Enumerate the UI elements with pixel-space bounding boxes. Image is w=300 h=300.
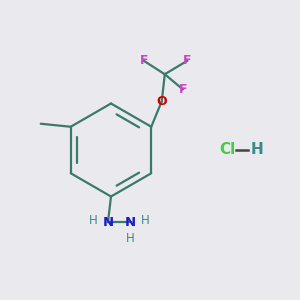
Text: H: H xyxy=(141,214,150,227)
Text: N: N xyxy=(125,215,136,229)
Text: H: H xyxy=(88,214,98,227)
Text: O: O xyxy=(157,95,167,108)
Text: H: H xyxy=(126,232,135,245)
Text: Cl: Cl xyxy=(219,142,235,158)
Text: F: F xyxy=(178,83,187,96)
Text: H: H xyxy=(250,142,263,158)
Text: F: F xyxy=(183,54,191,67)
Text: N: N xyxy=(102,215,114,229)
Text: F: F xyxy=(140,54,148,67)
